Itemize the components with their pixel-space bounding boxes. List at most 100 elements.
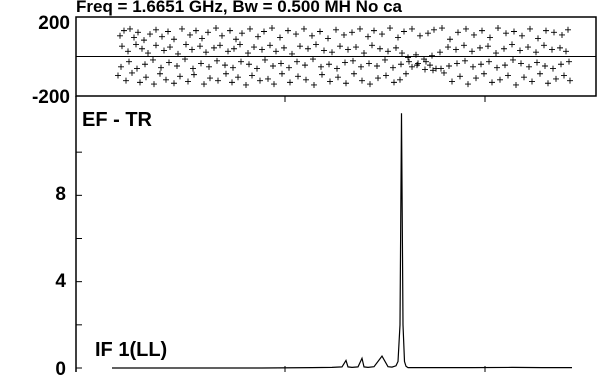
phase-point (143, 74, 149, 81)
phase-point (237, 41, 243, 48)
phase-point (385, 48, 391, 55)
phase-point (453, 46, 459, 53)
phase-point (117, 32, 123, 39)
phase-point (543, 27, 549, 34)
phase-point (406, 58, 412, 65)
phase-point (462, 57, 468, 64)
phase-point (417, 32, 423, 39)
phase-point (150, 56, 156, 63)
phase-point (397, 76, 403, 83)
phase-point (559, 31, 565, 38)
phase-point (403, 70, 409, 77)
phase-point (229, 79, 235, 86)
phase-point (405, 54, 411, 61)
phase-point (127, 25, 133, 32)
phase-point (387, 25, 393, 32)
phase-point (183, 41, 189, 48)
phase-point (190, 65, 196, 72)
phase-point (503, 30, 509, 37)
phase-point (359, 77, 365, 84)
phase-point (135, 29, 141, 36)
phase-point (409, 63, 415, 70)
phase-point (166, 59, 172, 66)
phase-point (115, 72, 121, 79)
phase-point (526, 63, 532, 70)
phase-point (513, 81, 519, 88)
phase-point (273, 48, 279, 55)
phase-point (517, 47, 523, 54)
phase-point (367, 81, 373, 88)
phase-point (494, 64, 500, 71)
phase-point (126, 58, 132, 65)
phase-point (215, 77, 221, 84)
phase-point (222, 62, 228, 69)
phase-tick-label-top: 200 (38, 13, 70, 34)
phase-point (182, 56, 188, 63)
phase-point (431, 26, 437, 33)
phase-point (305, 45, 311, 52)
phase-point (521, 74, 527, 81)
phase-point (371, 27, 377, 34)
phase-point (133, 41, 139, 48)
phase-point (351, 70, 357, 77)
phase-point (335, 74, 341, 81)
phase-point (277, 34, 283, 41)
phase-point (219, 32, 225, 39)
phase-point (123, 77, 129, 84)
phase-point (281, 44, 287, 51)
phase-point (567, 77, 573, 84)
phase-tick-label-bottom: -200 (32, 87, 70, 108)
phase-point (350, 57, 356, 64)
phase-point (505, 72, 511, 79)
phase-point (187, 31, 193, 38)
phase-point (175, 50, 181, 57)
phase-point (201, 81, 207, 88)
phase-point (375, 75, 381, 82)
phase-point (353, 44, 359, 51)
amplitude-tick-label-8: 8 (55, 184, 66, 205)
phase-point (563, 48, 569, 55)
phase-point (383, 72, 389, 79)
phase-panel: Freq = 1.6651 GHz, Bw = 0.500 MH No ca 2… (32, 0, 597, 108)
phase-point (333, 26, 339, 33)
phase-point (489, 79, 495, 86)
phase-point (461, 42, 467, 49)
phase-point (441, 69, 447, 76)
phase-point (423, 58, 429, 65)
phase-point (379, 31, 385, 38)
phase-point (447, 36, 453, 43)
phase-point (251, 44, 257, 51)
phase-point (147, 31, 153, 38)
phase-point (118, 63, 124, 70)
phase-point (199, 35, 205, 42)
phase-point (270, 62, 276, 69)
phase-point (151, 81, 157, 88)
phase-point (334, 65, 340, 72)
phase-point (297, 43, 303, 50)
phase-point (427, 62, 433, 69)
phase-point (206, 63, 212, 70)
phase-point (285, 27, 291, 34)
phase-point (119, 43, 125, 50)
phase-point (125, 48, 131, 55)
phase-point (293, 31, 299, 38)
phase-point (137, 79, 143, 86)
phase-point (345, 46, 351, 53)
phase-point (153, 42, 159, 49)
phase-point (495, 25, 501, 32)
phase-point (422, 66, 428, 73)
phase-point (382, 56, 388, 63)
phase-point (286, 64, 292, 71)
phase-point (449, 78, 455, 85)
phase-point (255, 33, 261, 40)
phase-point (365, 33, 371, 40)
phase-point (366, 60, 372, 67)
phase-point (430, 67, 436, 74)
phase-point (439, 25, 445, 32)
phase-point (455, 29, 461, 36)
phase-point (445, 44, 451, 51)
phase-point (257, 77, 263, 84)
phase-point (145, 50, 151, 57)
phase-point (457, 73, 463, 80)
phase-point (326, 61, 332, 68)
